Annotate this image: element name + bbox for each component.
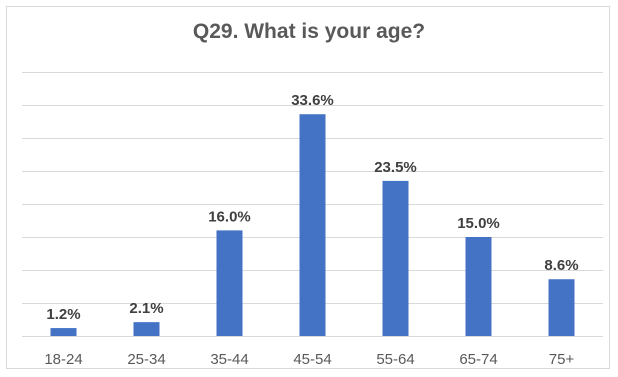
bar-55-64 xyxy=(382,180,409,336)
x-tick-label-65-74: 65-74 xyxy=(459,351,497,368)
x-tick-label-55-64: 55-64 xyxy=(376,351,414,368)
bar-35-44 xyxy=(216,230,243,336)
x-tick-label-35-44: 35-44 xyxy=(210,351,248,368)
data-label-45-54: 33.6% xyxy=(291,92,334,109)
data-label-55-64: 23.5% xyxy=(374,159,417,176)
data-label-18-24: 1.2% xyxy=(46,306,80,323)
bar-25-34 xyxy=(133,322,160,336)
data-label-35-44: 16.0% xyxy=(208,208,251,225)
x-axis-ticks: 18-24 25-34 35-44 45-54 55-64 65-74 75+ xyxy=(44,351,574,368)
bar-45-54 xyxy=(299,114,326,337)
bar-75+ xyxy=(548,279,575,336)
data-label-75+: 8.6% xyxy=(544,257,578,274)
x-tick-label-45-54: 45-54 xyxy=(293,351,331,368)
bar-65-74 xyxy=(465,237,492,336)
data-label-25-34: 2.1% xyxy=(129,300,163,317)
x-tick-label-75+: 75+ xyxy=(549,351,575,368)
x-tick-label-25-34: 25-34 xyxy=(127,351,165,368)
data-label-65-74: 15.0% xyxy=(457,215,500,232)
bar-18-24 xyxy=(50,328,77,336)
chart-title: Q29. What is your age? xyxy=(192,20,426,43)
data-labels: 1.2% 2.1% 16.0% 33.6% 23.5% 15.0% 8.6% xyxy=(46,92,578,323)
x-tick-label-18-24: 18-24 xyxy=(44,351,82,368)
bars xyxy=(50,114,575,337)
